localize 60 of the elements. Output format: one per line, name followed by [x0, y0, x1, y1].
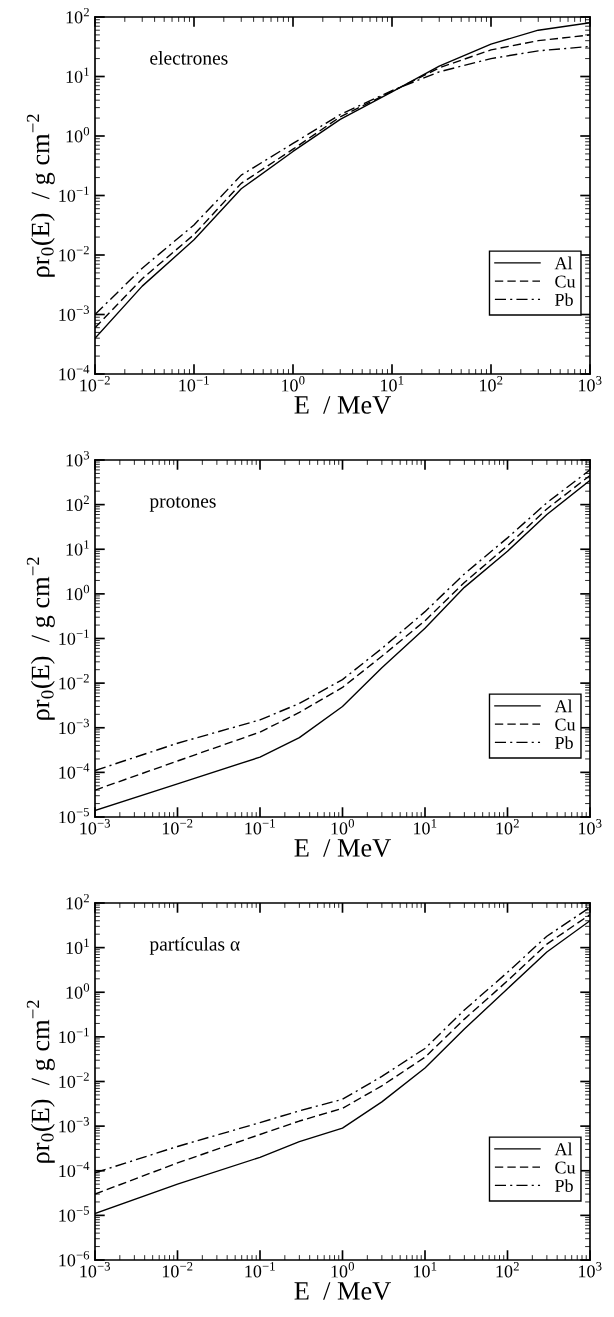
x-axis-title: E / MeV [294, 839, 391, 857]
y-axis-title: ρr$_{0}$(E) / g cm$^{−2}$ [26, 557, 55, 720]
annotation: electrones [150, 51, 228, 65]
x-tick-label: 10$^{3}$ [579, 376, 602, 392]
x-tick-label: 10$^{−1}$ [245, 819, 275, 835]
y-tick-label: 10$^{−3}$ [59, 718, 89, 735]
legend-label: Al [554, 1142, 573, 1156]
x-axis-title: E / MeV [294, 396, 391, 414]
y-tick-label: 10$^{0}$ [66, 584, 90, 601]
x-tick-label: 10$^{0}$ [331, 819, 355, 835]
y-tick-label: 10$^{0}$ [66, 126, 90, 143]
y-tick-label: 10$^{2}$ [66, 495, 89, 511]
x-tick-label: 10$^{−2}$ [162, 819, 193, 835]
x-axis-title: E / MeV [294, 1282, 391, 1300]
y-tick-label: 10$^{−4}$ [59, 1161, 90, 1178]
x-tick-label: 10$^{1}$ [381, 376, 404, 392]
x-tick-label: 10$^{−3}$ [80, 1262, 111, 1278]
y-tick-label: 10$^{−1}$ [59, 1027, 89, 1044]
y-tick-label: 10$^{−1}$ [59, 186, 89, 202]
x-tick-label: 10$^{−2}$ [80, 376, 110, 392]
y-tick-label: 10$^{2}$ [66, 7, 89, 24]
y-tick-label: 10$^{−2}$ [59, 245, 89, 262]
legend-label: Cu [555, 1161, 576, 1174]
legend-label: Al [554, 256, 573, 270]
x-tick-label: 10$^{2}$ [496, 1262, 519, 1278]
y-tick-label: 10$^{0}$ [66, 983, 90, 999]
legend-label: Cu [555, 718, 576, 731]
y-tick-label: 10$^{−2}$ [59, 1072, 89, 1088]
y-tick-label: 10$^{−3}$ [59, 305, 89, 321]
y-tick-label: 10$^{−2}$ [59, 674, 89, 690]
x-tick-label: 10$^{1}$ [414, 1262, 437, 1278]
y-tick-label: 10$^{1}$ [66, 540, 89, 556]
x-tick-label: 10$^{0}$ [331, 1262, 355, 1278]
x-tick-label: 10$^{−1}$ [245, 1262, 275, 1278]
x-tick-label: 10$^{0}$ [282, 376, 305, 392]
x-tick-label: 10$^{2}$ [496, 819, 519, 835]
x-tick-label: 10$^{−1}$ [179, 376, 209, 392]
legend-label: Pb [555, 736, 573, 749]
y-tick-label: 10$^{−3}$ [59, 1117, 89, 1133]
annotation: protones [149, 496, 216, 512]
y-tick-label: 10$^{−5}$ [59, 1206, 89, 1222]
annotation: partículas α [149, 937, 240, 955]
y-tick-label: 10$^{1}$ [66, 938, 89, 954]
y-axis-title: ρr$_{0}$(E) / g cm$^{−2}$ [26, 1000, 55, 1163]
y-axis-title: ρr$_{0}$(E) / g cm$^{−2}$ [26, 114, 55, 277]
y-tick-label: 10$^{3}$ [66, 450, 90, 467]
x-tick-label: 10$^{3}$ [579, 1262, 602, 1278]
x-tick-label: 10$^{2}$ [480, 376, 503, 392]
y-tick-label: 10$^{1}$ [66, 67, 89, 83]
x-tick-label: 10$^{1}$ [414, 819, 437, 835]
legend-label: Cu [555, 275, 576, 288]
legend-label: Pb [555, 293, 573, 306]
legend-label: Pb [555, 1179, 573, 1192]
x-tick-label: 10$^{−2}$ [162, 1262, 193, 1278]
y-tick-label: 10$^{−4}$ [59, 763, 90, 779]
x-tick-label: 10$^{−3}$ [80, 819, 111, 835]
y-tick-label: 10$^{−1}$ [59, 629, 89, 645]
x-tick-label: 10$^{3}$ [579, 819, 602, 835]
y-tick-label: 10$^{2}$ [66, 893, 89, 910]
legend-label: Al [554, 699, 573, 713]
